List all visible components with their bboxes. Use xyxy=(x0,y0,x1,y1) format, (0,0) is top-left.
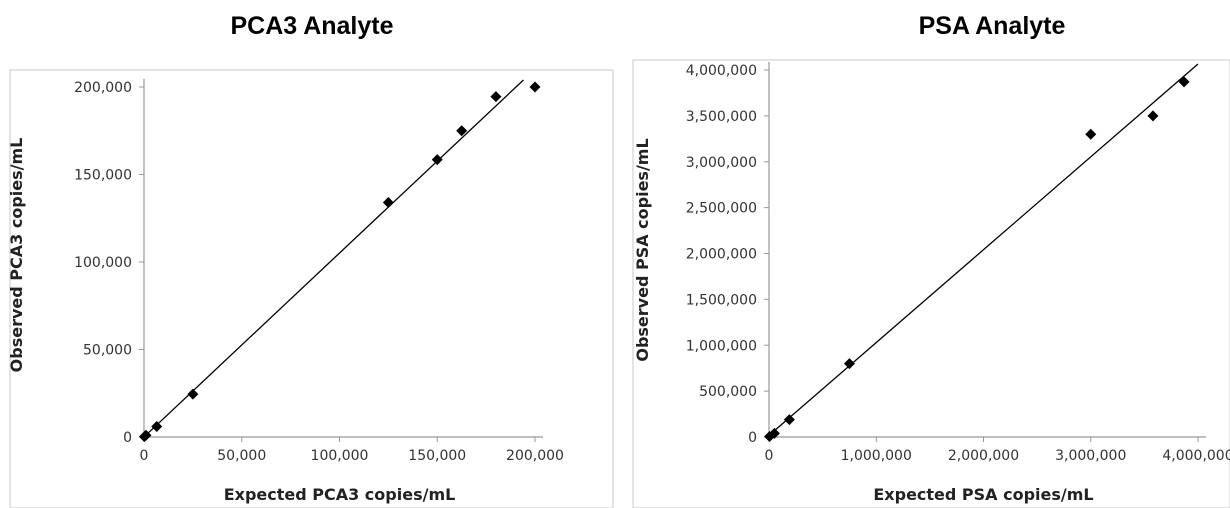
chart-title-pca3: PCA3 Analyte xyxy=(230,12,394,40)
pca3-data-point xyxy=(382,197,394,208)
psa-trendline xyxy=(768,63,1199,436)
pca3-trendline xyxy=(143,79,524,438)
psa-data-point xyxy=(843,358,855,370)
psa-x-tick-label: 1,000,000 xyxy=(841,448,912,464)
pca3-y-tick-label: 100,000 xyxy=(74,255,132,271)
psa-data-point xyxy=(1178,76,1190,88)
psa-chart-frame xyxy=(632,59,1230,508)
pca3-data-point xyxy=(431,154,443,166)
pca3-y-tick-label: 50,000 xyxy=(83,343,132,359)
pca3-y-tick-label: 150,000 xyxy=(74,168,132,184)
psa-y-tick-label: 4,000,000 xyxy=(686,63,757,79)
psa-y-tick-label: 2,000,000 xyxy=(686,247,757,263)
psa-x-axis-label: Expected PSA copies/mL xyxy=(873,485,1093,504)
chart-title-psa: PSA Analyte xyxy=(918,12,1066,40)
pca3-data-point xyxy=(140,429,152,441)
psa-y-tick-label: 500,000 xyxy=(699,384,757,400)
pca3-x-tick-label: 150,000 xyxy=(408,448,466,464)
psa-y-tick-label: 0 xyxy=(748,430,757,446)
pca3-chart-frame xyxy=(9,69,614,508)
pca3-data-point xyxy=(529,81,541,93)
psa-chart: 0 500,000 1,000,000 1,500,000 2,000,000 2,500… xyxy=(632,59,1230,508)
pca3-y-tick-label: 0 xyxy=(123,430,132,446)
psa-y-tick-label: 3,000,000 xyxy=(686,155,757,171)
pca3-data-point xyxy=(187,388,199,400)
pca3-data-point xyxy=(490,91,502,103)
psa-y-tick-label: 1,000,000 xyxy=(686,338,757,354)
pca3-x-tick-label: 200,000 xyxy=(506,448,564,464)
pca3-x-axis-label: Expected PCA3 copies/mL xyxy=(224,485,456,504)
psa-data-point xyxy=(783,414,795,426)
pca3-y-axis-label: Observed PCA3 copies/mL xyxy=(7,138,26,373)
pca3-chart: 0 50,000 100,000 150,000 200,000 0 50,000 100,0… xyxy=(7,69,614,508)
pca3-data-point xyxy=(151,421,163,432)
psa-data-point xyxy=(768,427,780,439)
psa-x-tick-label: 2,000,000 xyxy=(948,448,1019,464)
psa-y-tick-label: 2,500,000 xyxy=(686,201,757,217)
pca3-data-point xyxy=(456,125,468,137)
pca3-x-tick-label: 0 xyxy=(140,448,149,464)
psa-x-tick-label: 3,000,000 xyxy=(1055,448,1126,464)
psa-data-point xyxy=(1147,110,1159,122)
psa-y-tick-label: 3,500,000 xyxy=(686,109,757,125)
psa-y-axis-label: Observed PSA copies/mL xyxy=(633,138,652,361)
pca3-x-tick-label: 100,000 xyxy=(311,448,369,464)
psa-y-tick-label: 1,500,000 xyxy=(686,292,757,308)
psa-x-tick-label: 4,000,000 xyxy=(1162,448,1230,464)
psa-data-point xyxy=(1085,128,1097,140)
psa-x-tick-label: 0 xyxy=(765,448,774,464)
pca3-y-tick-label: 200,000 xyxy=(74,80,132,96)
pca3-x-tick-label: 50,000 xyxy=(217,448,266,464)
